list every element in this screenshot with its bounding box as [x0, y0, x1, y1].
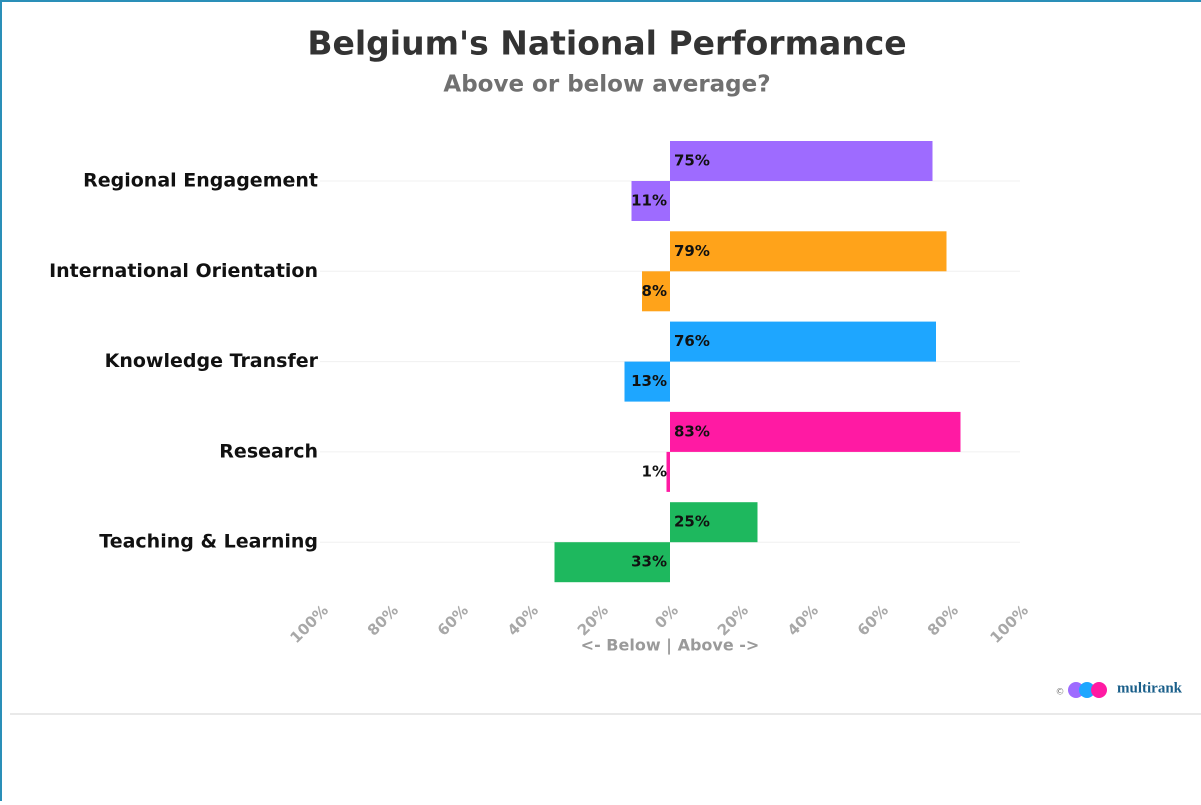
bar: [666, 451, 670, 492]
y-tick-label: International Orientation: [49, 260, 318, 282]
data-label: 13%: [631, 372, 667, 390]
data-label: 33%: [631, 553, 667, 571]
logo-text: multirank: [1117, 680, 1183, 696]
x-axis-title: <- Below | Above ->: [581, 636, 760, 656]
bar: [642, 271, 670, 312]
data-label: 76%: [674, 332, 710, 350]
y-tick-label: Knowledge Transfer: [105, 350, 319, 372]
copyright: ©: [1056, 688, 1065, 698]
data-label: 25%: [674, 513, 710, 531]
x-tick-label: 80%: [924, 601, 962, 639]
logo-icon: [1068, 682, 1084, 698]
chart-subtitle: Above or below average?: [443, 72, 770, 98]
bar: [670, 321, 936, 362]
x-tick-label: 60%: [434, 601, 472, 639]
bar: [670, 411, 961, 452]
x-tick-label: 80%: [364, 601, 402, 639]
bar: [624, 361, 670, 402]
x-tick-label: 40%: [784, 601, 822, 639]
data-label: 75%: [674, 152, 710, 170]
bar: [554, 542, 670, 583]
data-label: 83%: [674, 422, 710, 440]
logo-icon: [1079, 682, 1095, 698]
x-tick-label: 20%: [574, 601, 612, 639]
chart-title: Belgium's National Performance: [307, 24, 906, 63]
data-label: 8%: [642, 282, 667, 300]
x-tick-label: 100%: [987, 601, 1032, 646]
logo-icon: [1091, 682, 1107, 698]
data-label: 11%: [631, 192, 667, 210]
bar: [631, 181, 670, 221]
data-label: 1%: [642, 462, 667, 480]
x-tick-label: 20%: [714, 601, 752, 639]
data-label: 79%: [674, 242, 710, 260]
bar: [670, 141, 933, 181]
x-tick-label: 100%: [287, 601, 332, 646]
x-tick-label: 0%: [651, 601, 682, 632]
y-tick-label: Research: [219, 440, 318, 462]
x-tick-label: 40%: [504, 601, 542, 639]
y-tick-label: Teaching & Learning: [99, 531, 318, 553]
y-tick-label: Regional Engagement: [83, 170, 318, 192]
bar: [670, 502, 758, 543]
x-tick-label: 60%: [854, 601, 892, 639]
bar: [670, 231, 947, 272]
